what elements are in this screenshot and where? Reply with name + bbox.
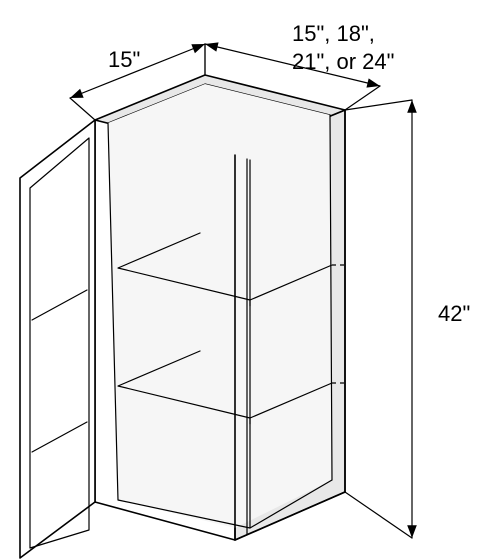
depth-dimension-label: 15"	[108, 46, 140, 74]
height-dimension-label: 42"	[438, 300, 470, 328]
width-dimension-line1: 15", 18",	[292, 21, 375, 46]
width-dimension-line2: 21", or 24"	[292, 49, 394, 74]
width-dimension-label: 15", 18", 21", or 24"	[292, 20, 394, 75]
cabinet-drawing-svg	[0, 0, 500, 559]
cabinet-dimension-diagram: 15" 15", 18", 21", or 24" 42"	[0, 0, 500, 559]
